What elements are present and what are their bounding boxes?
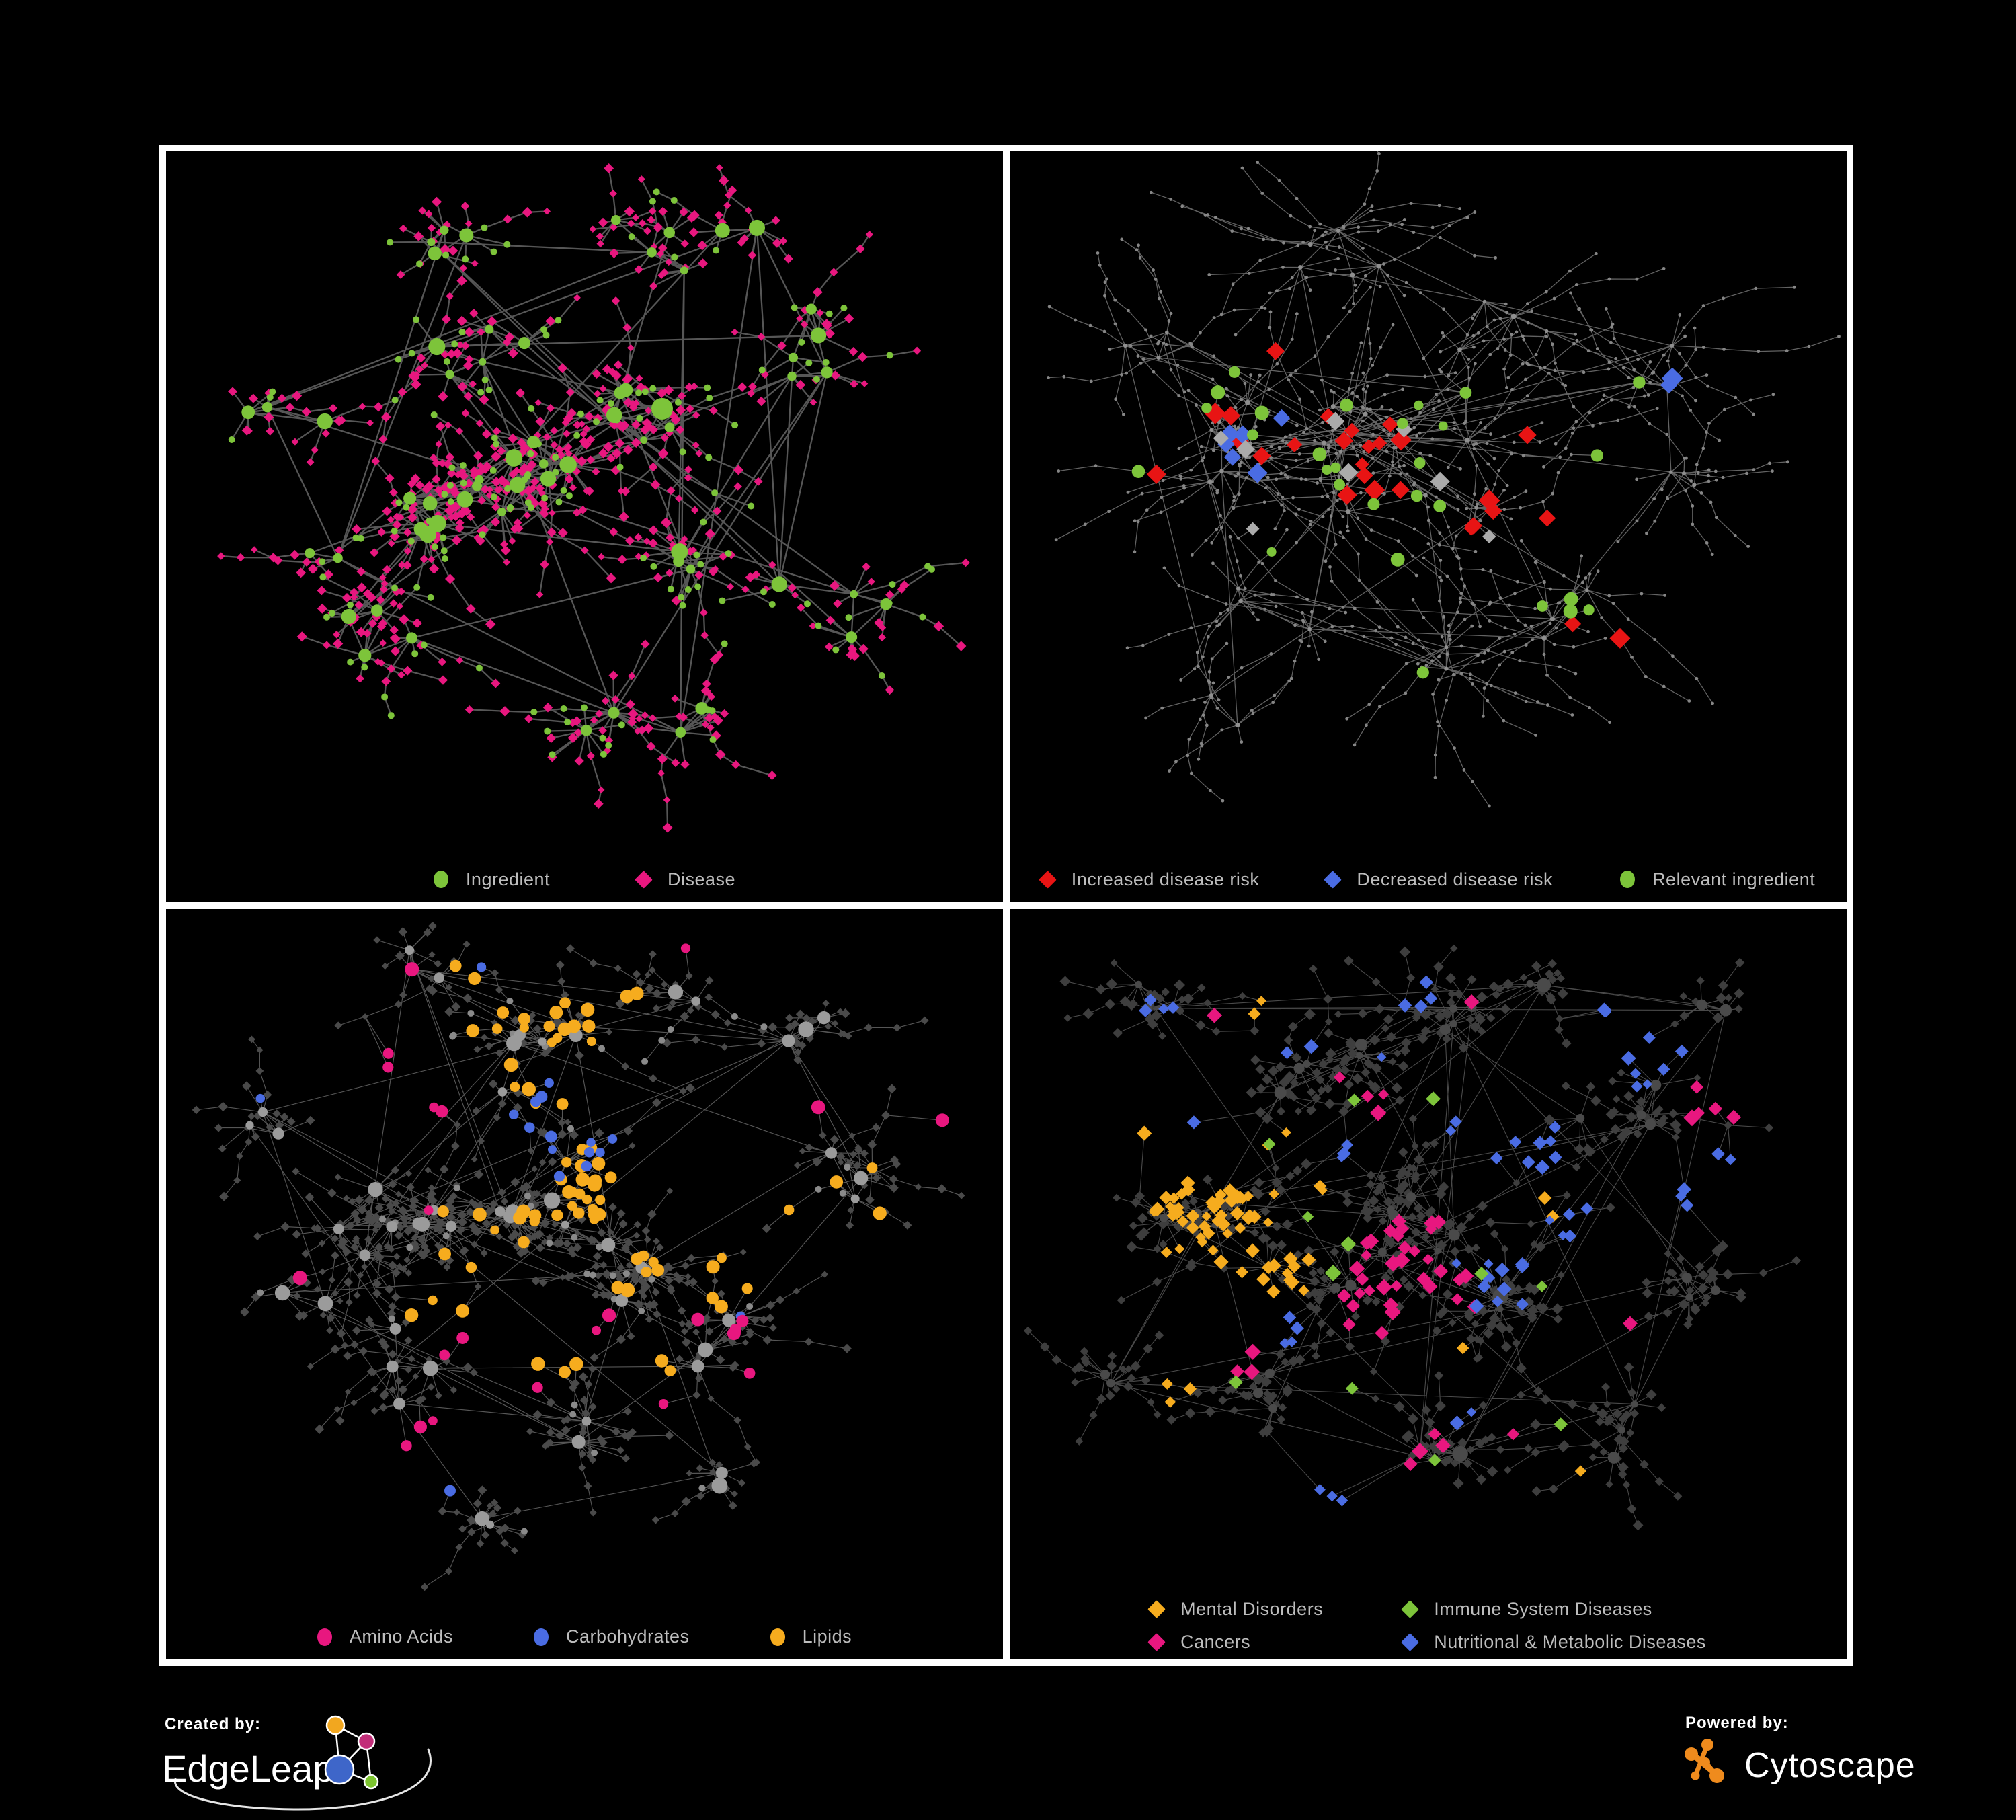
legend-label: Carbohydrates: [565, 1626, 690, 1647]
network-disease-categories: [1023, 944, 1801, 1530]
legend-disease-categories: Mental Disorders Immune System Diseases …: [1010, 1599, 1847, 1653]
legend-item-nutritional-metabolic: Nutritional & Metabolic Diseases: [1401, 1632, 1706, 1653]
increased-risk-swatch-icon: [1038, 870, 1057, 889]
edgeleap-node-magenta: [357, 1732, 376, 1751]
legend-item-mental-disorders: Mental Disorders: [1147, 1599, 1324, 1620]
legend-label: Disease: [668, 869, 736, 889]
panel-grid: Ingredient Disease Increased disease ris…: [159, 145, 1853, 1666]
cytoscape-branding: Powered by: Cytoscape: [1677, 1708, 1993, 1802]
legend-label: Amino Acids: [349, 1626, 453, 1647]
edgeleap-network-icon: [324, 1715, 379, 1790]
edgeleap-swoosh: [174, 1748, 432, 1811]
legend-item-immune-system-diseases: Immune System Diseases: [1401, 1599, 1706, 1620]
legend-label: Immune System Diseases: [1434, 1599, 1652, 1619]
legend-label: Nutritional & Metabolic Diseases: [1434, 1632, 1706, 1652]
legend-item-disease: Disease: [635, 869, 736, 890]
legend-item-decreased-risk: Decreased disease risk: [1324, 869, 1554, 890]
disease-swatch-icon: [635, 870, 653, 889]
immune-system-swatch-icon: [1401, 1600, 1420, 1618]
panel-disease-categories: Mental Disorders Immune System Diseases …: [1010, 908, 1847, 1659]
lipids-swatch-icon: [770, 1628, 785, 1646]
ingredient-swatch-icon: [433, 871, 448, 888]
legend-ingredient-disease: Ingredient Disease: [166, 869, 1003, 890]
network-nutrient-categories: [192, 921, 965, 1591]
cancers-swatch-icon: [1147, 1633, 1166, 1651]
edgeleap-branding: Created by: EdgeLeap: [159, 1708, 455, 1819]
panel-disease-risk: Increased disease risk Decreased disease…: [1010, 151, 1847, 902]
network-disease-risk: [1047, 151, 1841, 808]
edgeleap-wordmark: EdgeLeap: [162, 1747, 333, 1790]
legend-label: Decreased disease risk: [1357, 869, 1554, 889]
cytoscape-wordmark: Cytoscape: [1744, 1746, 1916, 1785]
legend-label: Increased disease risk: [1071, 869, 1260, 889]
legend-label: Mental Disorders: [1180, 1599, 1324, 1619]
legend-label: Ingredient: [465, 869, 551, 889]
legend-label: Lipids: [802, 1626, 852, 1647]
legend-item-increased-risk: Increased disease risk: [1038, 869, 1260, 890]
edgeleap-logo: Created by: EdgeLeap: [162, 1715, 432, 1811]
legend-item-amino-acids: Amino Acids: [317, 1626, 453, 1647]
amino-acids-swatch-icon: [317, 1628, 332, 1646]
cytoscape-logo: Powered by: Cytoscape: [1685, 1714, 1916, 1785]
legend-item-ingredient: Ingredient: [433, 869, 551, 890]
legend-disease-risk: Increased disease risk Decreased disease…: [1010, 869, 1847, 890]
cytoscape-network-icon: [1685, 1739, 1724, 1783]
legend-item-lipids: Lipids: [770, 1626, 852, 1647]
legend-item-relevant-ingredient: Relevant ingredient: [1620, 869, 1815, 890]
panel-ingredient-disease: Ingredient Disease: [166, 151, 1003, 902]
legend-label: Relevant ingredient: [1652, 869, 1816, 889]
relevant-ingredient-swatch-icon: [1620, 871, 1636, 888]
created-by-label: Created by:: [165, 1715, 261, 1733]
edgeleap-node-orange: [325, 1715, 346, 1735]
edgeleap-node-blue: [324, 1754, 355, 1785]
mental-disorders-swatch-icon: [1147, 1600, 1166, 1618]
panel-nutrient-categories: Amino Acids Carbohydrates Lipids: [166, 908, 1003, 1659]
edgeleap-node-green: [363, 1774, 379, 1790]
legend-nutrient-categories: Amino Acids Carbohydrates Lipids: [166, 1626, 1003, 1647]
network-ingredient-disease: [217, 163, 970, 833]
decreased-risk-swatch-icon: [1324, 870, 1342, 889]
legend-item-carbohydrates: Carbohydrates: [533, 1626, 690, 1647]
carbohydrates-swatch-icon: [533, 1628, 549, 1646]
legend-label: Cancers: [1180, 1632, 1251, 1652]
nutritional-metabolic-swatch-icon: [1401, 1633, 1420, 1651]
powered-by-label: Powered by:: [1685, 1714, 1789, 1732]
legend-item-cancers: Cancers: [1147, 1632, 1323, 1653]
